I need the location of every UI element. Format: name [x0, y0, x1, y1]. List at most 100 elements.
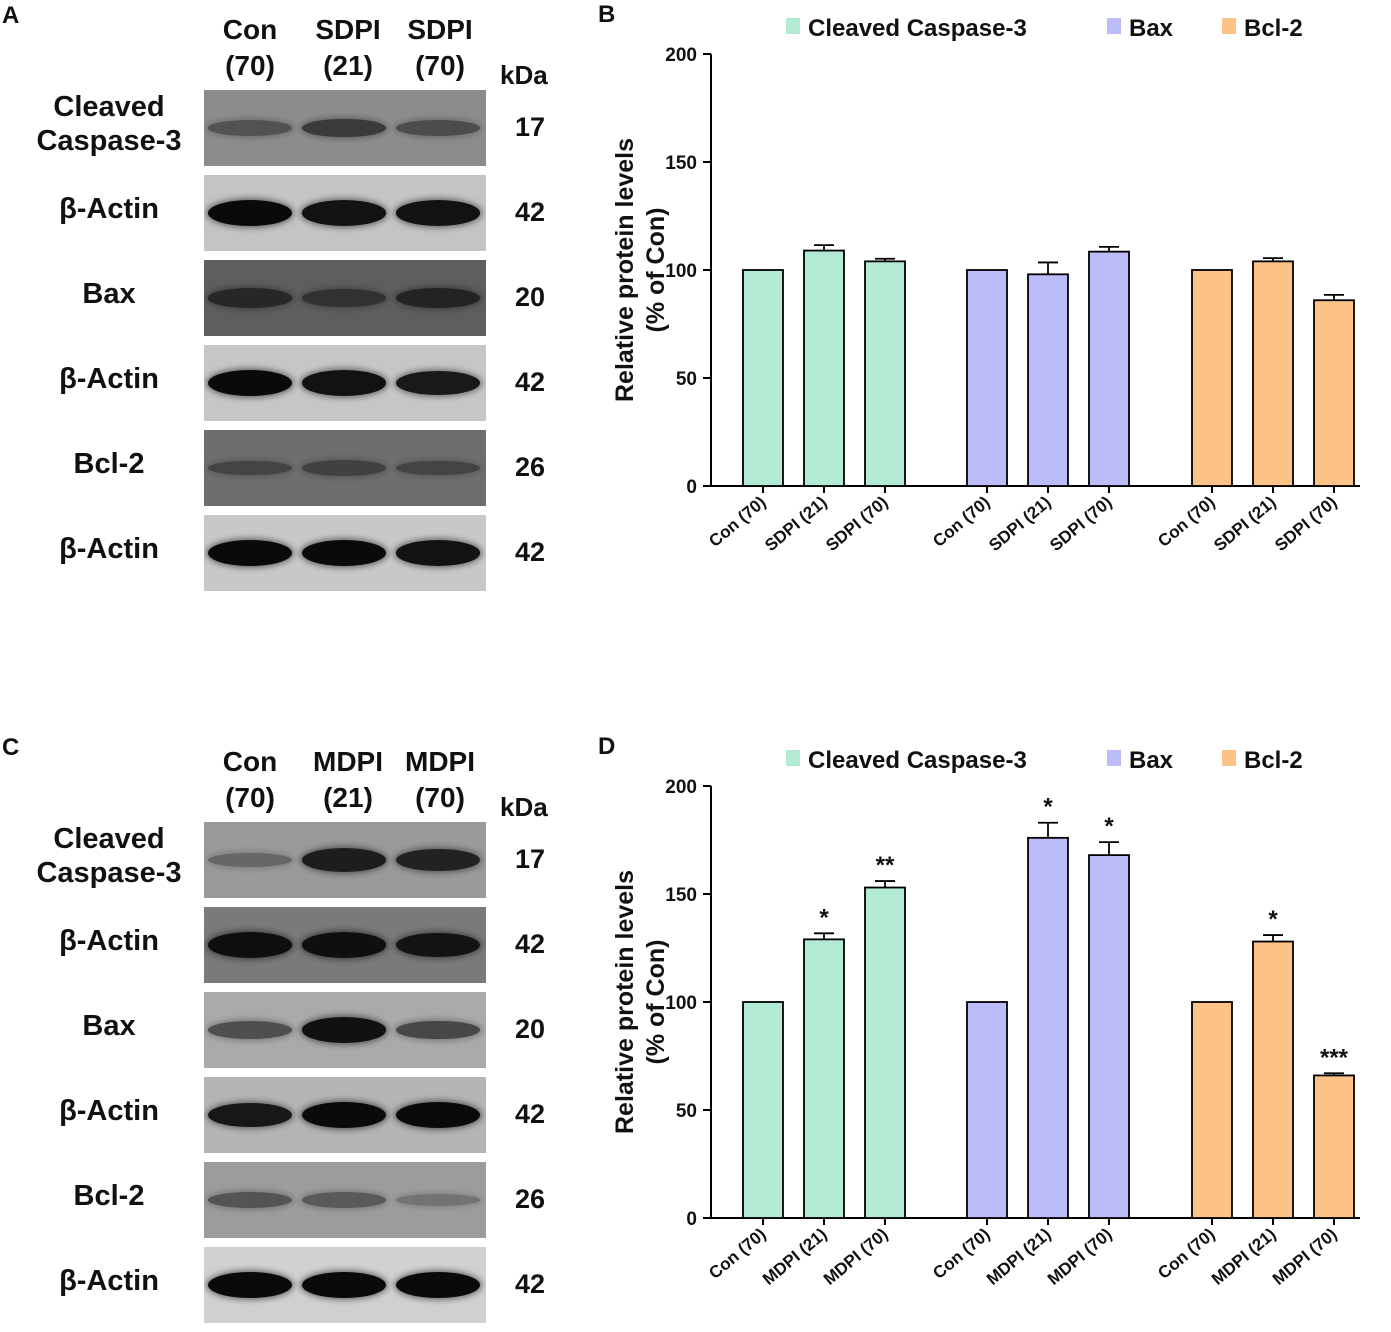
bar [1252, 940, 1294, 1219]
bar [803, 938, 845, 1219]
significance-marker: * [1268, 906, 1278, 933]
x-tick-label: Con (70) [1154, 493, 1218, 551]
legend-label: Bax [1129, 15, 1174, 42]
blot-band-strip [204, 907, 486, 983]
blot-row-label: Bcl-2 [0, 1179, 218, 1213]
x-tick-label: SDPI (21) [985, 493, 1054, 556]
y-tick-label: 200 [665, 777, 697, 798]
x-tick-label: MDPI (70) [820, 1225, 892, 1289]
y-axis-label-line: Relative protein levels [611, 138, 639, 402]
blot-band [396, 540, 480, 566]
lane-header-line2: (70) [415, 50, 465, 81]
blot-band [302, 1102, 386, 1128]
blot-band [396, 1193, 480, 1207]
legend-swatch [1222, 18, 1236, 34]
blot-band-strip [204, 345, 486, 421]
blot-band [208, 1191, 292, 1209]
kda-value: 42 [514, 1099, 546, 1129]
kda-value: 26 [514, 1184, 546, 1214]
blot-band [302, 200, 386, 226]
panel-letter-a: A [2, 2, 20, 29]
legend-swatch [1107, 18, 1121, 34]
blot-row-label-line: β-Actin [59, 1095, 159, 1127]
blot-band [396, 932, 480, 958]
legend-label: Bax [1129, 747, 1174, 774]
bar [742, 269, 784, 487]
blot-band [208, 370, 292, 396]
bar [803, 249, 845, 487]
y-axis-label-line: (% of Con) [642, 208, 670, 333]
blot-band [302, 1192, 386, 1208]
lane-header-line1: Con [222, 746, 278, 777]
kda-value: 20 [514, 1014, 546, 1044]
x-tick-label: MDPI (21) [983, 1225, 1055, 1289]
blot-band-strip [204, 1247, 486, 1323]
y-tick-label: 150 [665, 885, 697, 906]
significance-marker: *** [1320, 1044, 1349, 1071]
kda-value: 42 [514, 537, 546, 567]
lane-header-line2: (70) [225, 782, 275, 813]
blot-band [396, 1272, 480, 1298]
kda-value: 17 [514, 112, 546, 142]
blot-band [396, 848, 480, 872]
y-tick-label: 100 [665, 261, 697, 282]
blot-panel-c: C Con (70) MDPI (21) MDPI (70) kDa Cleav… [0, 732, 600, 1332]
blot-row-label: Cleaved Caspase-3 [0, 90, 218, 158]
bar [1313, 1074, 1355, 1219]
blot-band [302, 540, 386, 566]
kda-value: 42 [514, 197, 546, 227]
kda-header: kDa [500, 60, 548, 90]
significance-marker: * [1043, 794, 1053, 821]
blot-band [208, 1272, 292, 1298]
bar [1027, 273, 1069, 487]
blot-row-label-line: Bcl-2 [73, 448, 145, 480]
bar [1088, 250, 1130, 487]
y-tick-label: 0 [686, 1209, 697, 1230]
bar [1313, 299, 1355, 487]
blot-band [302, 460, 386, 476]
blot-row-label: β-Actin [0, 532, 218, 566]
lane-header: SDPI (70) [390, 12, 490, 84]
blot-row-label-line: β-Actin [59, 533, 159, 565]
blot-row-label-line: Cleaved [53, 91, 165, 123]
bar [1191, 1001, 1233, 1219]
legend-label: Cleaved Caspase-3 [808, 15, 1027, 42]
blot-band [396, 119, 480, 137]
blot-row-label-line: β-Actin [59, 363, 159, 395]
lane-header: MDPI (70) [390, 744, 490, 816]
panel-letter-d: D [598, 733, 615, 760]
y-axis-label-line: (% of Con) [642, 940, 670, 1065]
x-tick-label: SDPI (21) [1210, 493, 1279, 556]
legend-swatch [786, 18, 800, 34]
blot-row-label-line: β-Actin [59, 193, 159, 225]
blot-row-label: Bcl-2 [0, 447, 218, 481]
legend-label: Cleaved Caspase-3 [808, 747, 1027, 774]
kda-value: 42 [514, 367, 546, 397]
x-tick-label: MDPI (21) [759, 1225, 831, 1289]
x-tick-label: Con (70) [705, 493, 769, 551]
kda-header: kDa [500, 792, 548, 822]
blot-band [208, 1102, 292, 1128]
legend-label: Bcl-2 [1244, 15, 1303, 42]
significance-marker: * [819, 904, 829, 931]
bar [1088, 854, 1130, 1219]
lane-header-line1: Con [222, 14, 278, 45]
legend-swatch [786, 750, 800, 766]
y-axis-label: Relative protein levels (% of Con) [611, 870, 670, 1134]
blot-band-strip [204, 515, 486, 591]
blot-row-label-line: Caspase-3 [36, 125, 182, 157]
y-tick-label: 50 [676, 369, 697, 390]
blot-band [208, 120, 292, 136]
y-tick-label: 50 [676, 1101, 697, 1122]
blot-band [302, 1272, 386, 1298]
y-tick-label: 100 [665, 993, 697, 1014]
blot-band-strip [204, 1077, 486, 1153]
blot-band [208, 540, 292, 566]
blot-row-label: β-Actin [0, 1264, 218, 1298]
blot-row-label: β-Actin [0, 924, 218, 958]
blot-band [396, 370, 480, 396]
panel-letter-b: B [598, 1, 615, 28]
blot-row-label: β-Actin [0, 1094, 218, 1128]
blot-band-strip [204, 1162, 486, 1238]
blot-band [396, 1102, 480, 1128]
